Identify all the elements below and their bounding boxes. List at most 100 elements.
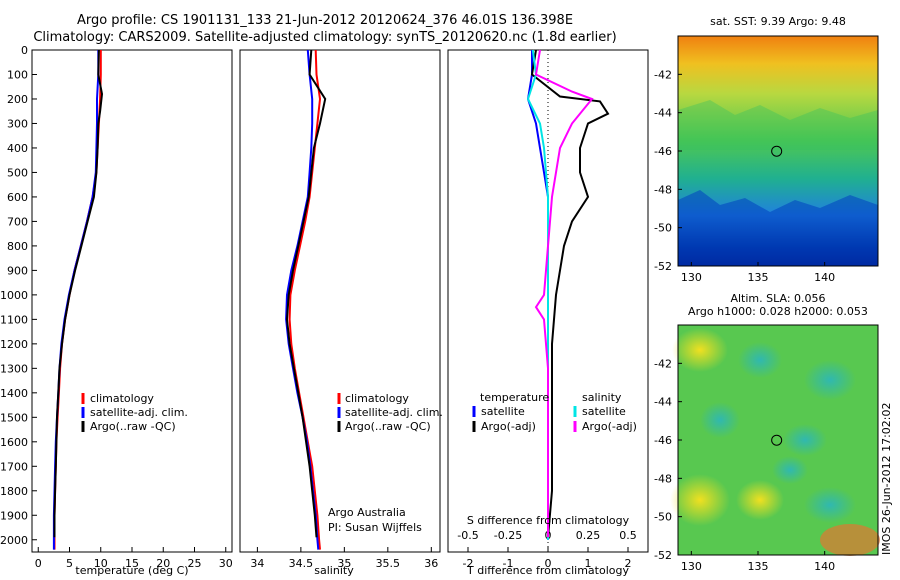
temperature-xlabel: temperature (deg C) — [75, 564, 188, 577]
sla-patch — [738, 342, 782, 378]
sla-patch — [820, 524, 880, 556]
sst-map-title: sat. SST: 9.39 Argo: 9.48 — [710, 15, 846, 28]
salinity-series — [285, 49, 327, 550]
legend-label-argo: Argo(..raw -QC) — [90, 420, 176, 433]
legend-label-temp-argo: Argo(-adj) — [481, 420, 536, 433]
depth-tick-label: 600 — [7, 191, 28, 204]
lat-tick-label: -50 — [654, 511, 672, 524]
salinity-xlabel: salinity — [314, 564, 354, 577]
depth-tick-label: 500 — [7, 166, 28, 179]
salinity-frame — [239, 49, 441, 553]
x-tick-label: 36 — [424, 557, 438, 570]
depth-tick-label: 400 — [7, 142, 28, 155]
depth-tick-label: 1500 — [0, 411, 28, 424]
legend-label-climatology: climatology — [90, 392, 154, 405]
legend-label-sal-satellite: satellite — [582, 405, 626, 418]
temperature-axes: 0100200300400500600700800900100011001200… — [0, 44, 233, 577]
lat-tick-label: -44 — [654, 396, 672, 409]
legend-heading-salinity: salinity — [582, 391, 622, 404]
credit-org: Argo Australia — [328, 506, 406, 519]
sst-lon-tick-labels: 130 135 140 — [681, 262, 835, 284]
depth-tick-label: 1700 — [0, 460, 28, 473]
x-tick-label: 34 — [250, 557, 264, 570]
depth-tick-label: 2000 — [0, 534, 28, 547]
depth-tick-label: 300 — [7, 117, 28, 130]
lat-tick-label: -46 — [654, 434, 672, 447]
imos-timestamp: IMOS 26-Jun-2012 17:02:02 — [880, 402, 893, 555]
lon-tick-label: 140 — [814, 560, 835, 573]
lat-tick-label: -48 — [654, 472, 672, 485]
temperature-frame — [31, 49, 233, 553]
x-tick-label: 25 — [188, 557, 202, 570]
x-tick-label: 5 — [66, 557, 73, 570]
sla-map-title: Altim. SLA: 0.056 — [730, 292, 825, 305]
credit-pi: PI: Susan Wijffels — [328, 521, 422, 534]
legend-heading-temperature: temperature — [480, 391, 549, 404]
depth-tick-label: 1400 — [0, 387, 28, 400]
x-tick-label: 35 — [337, 557, 351, 570]
difference-legend: temperature salinity satellite Argo(-adj… — [472, 391, 637, 433]
sla-patch — [736, 480, 784, 520]
lat-tick-label: -52 — [654, 260, 672, 273]
difference-series-line — [530, 49, 610, 538]
x-tick-label: 10 — [94, 557, 108, 570]
sla-anomaly-patches — [670, 328, 880, 556]
sla-patch — [783, 424, 827, 456]
salinity-legend: climatology satellite-adj. clim. Argo(..… — [337, 392, 443, 433]
sst-mid-band — [678, 100, 878, 150]
x-tick-label: 2 — [625, 557, 632, 570]
x-tick-label: 35.5 — [376, 557, 401, 570]
x-tick-label: -2 — [463, 557, 474, 570]
salinity-tick-labels: 34 34.5 35 35.5 36 — [250, 547, 438, 570]
temperature-series — [52, 49, 104, 550]
s-diff-tick-label: 0.25 — [576, 529, 601, 542]
x-tick-label: 15 — [125, 557, 139, 570]
legend-label-satellite: satellite-adj. clim. — [90, 406, 188, 419]
legend-label-sal-argo: Argo(-adj) — [582, 420, 637, 433]
salinity-axes: 34 34.5 35 35.5 36 salinity climatology sate… — [239, 49, 443, 577]
lat-tick-label: -44 — [654, 107, 672, 120]
argo-position-marker — [771, 145, 783, 157]
difference-axes: -2 -1 0 1 2 -0.5 -0.25 0 0.25 0.5 T difference f… — [447, 49, 649, 577]
depth-tick-label: 1300 — [0, 362, 28, 375]
s-difference-label: S difference from climatology — [467, 514, 630, 527]
x-tick-label: 0 — [545, 557, 552, 570]
difference-series — [526, 49, 610, 540]
x-tick-label: 20 — [156, 557, 170, 570]
x-tick-label: 34.5 — [289, 557, 314, 570]
lon-tick-label: 130 — [681, 560, 702, 573]
sst-map: sat. SST: 9.39 Argo: 9.48 -42 -44 -46 -48 -5… — [654, 15, 879, 284]
depth-tick-label: 1100 — [0, 313, 28, 326]
figure-title-line2: Climatology: CARS2009. Satellite-adjuste… — [33, 30, 617, 45]
lon-tick-label: 140 — [814, 271, 835, 284]
depth-tick-label: 1200 — [0, 338, 28, 351]
s-difference-tick-labels: -0.5 -0.25 0 0.25 0.5 — [457, 529, 636, 542]
temperature-series-line — [53, 49, 104, 538]
lat-tick-label: -46 — [654, 145, 672, 158]
sla-lon-tick-labels: 130 135 140 — [681, 551, 835, 573]
sla-map-subtitle: Argo h1000: 0.028 h2000: 0.053 — [688, 305, 868, 318]
sst-lat-tick-labels: -42 -44 -46 -48 -50 -52 — [654, 68, 682, 273]
sla-patch — [772, 456, 808, 484]
x-tick-label: 30 — [219, 557, 233, 570]
lat-tick-label: -42 — [654, 68, 672, 81]
sst-cold-band — [678, 190, 878, 266]
lat-tick-label: -52 — [654, 549, 672, 562]
sla-patch — [700, 402, 740, 438]
depth-tick-label: 1900 — [0, 509, 28, 522]
x-tick-label: 0 — [35, 557, 42, 570]
temperature-tick-labels: 0 5 10 15 20 25 30 — [35, 547, 233, 570]
depth-tick-label: 1600 — [0, 436, 28, 449]
legend-label-argo: Argo(..raw -QC) — [345, 420, 431, 433]
s-diff-tick-label: -0.25 — [494, 529, 522, 542]
depth-tick-labels: 0 100 200 300 400 500 600 700 800 900 1000 1100 1200… — [0, 44, 37, 547]
sla-patch — [804, 487, 856, 523]
sla-patch — [804, 360, 856, 400]
difference-series-line — [534, 49, 594, 538]
depth-tick-label: 900 — [7, 264, 28, 277]
s-diff-tick-label: -0.5 — [457, 529, 478, 542]
depth-tick-label: 700 — [7, 215, 28, 228]
lon-tick-label: 135 — [748, 560, 769, 573]
depth-tick-label: 800 — [7, 240, 28, 253]
